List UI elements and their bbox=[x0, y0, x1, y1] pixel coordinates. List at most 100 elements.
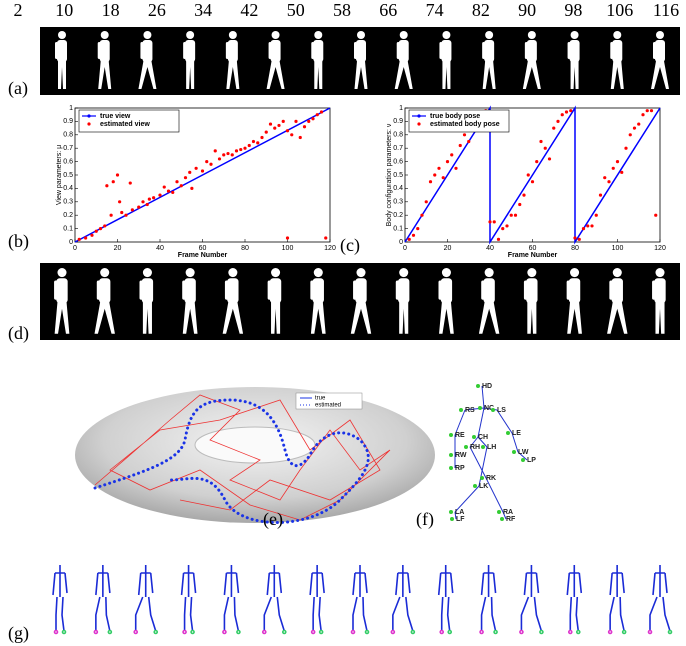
head bbox=[357, 31, 365, 39]
data-point bbox=[167, 189, 170, 192]
joint bbox=[449, 453, 453, 457]
data-point bbox=[286, 236, 289, 239]
head bbox=[314, 31, 322, 39]
head bbox=[186, 268, 195, 277]
torso bbox=[100, 40, 110, 62]
legend-label: true view bbox=[100, 113, 131, 120]
arm bbox=[226, 42, 229, 59]
frame-number: 90 bbox=[518, 0, 536, 20]
legend-swatch bbox=[87, 114, 90, 117]
x-tick-label: 80 bbox=[241, 245, 249, 252]
data-point bbox=[586, 224, 589, 227]
data-point bbox=[446, 160, 449, 163]
panel-label: (a) bbox=[8, 78, 28, 99]
stick-figure bbox=[480, 565, 497, 634]
y-tick-label: 0.3 bbox=[393, 199, 403, 206]
joint-label: LK bbox=[479, 483, 488, 490]
data-point bbox=[539, 140, 542, 143]
body bbox=[482, 565, 496, 631]
data-point bbox=[535, 160, 538, 163]
head bbox=[100, 268, 109, 277]
foot bbox=[569, 631, 572, 634]
foot bbox=[108, 631, 111, 634]
foot bbox=[237, 631, 240, 634]
legend-label: true bbox=[315, 396, 326, 402]
y-tick-label: 0.3 bbox=[63, 199, 73, 206]
joint-label: RS bbox=[465, 407, 475, 414]
head bbox=[229, 31, 237, 39]
head bbox=[442, 31, 450, 39]
data-point bbox=[544, 147, 547, 150]
arm bbox=[525, 42, 528, 59]
data-point bbox=[277, 124, 280, 127]
data-point bbox=[654, 214, 657, 217]
y-tick-label: 0.2 bbox=[393, 212, 403, 219]
arm bbox=[567, 280, 570, 299]
data-point bbox=[158, 194, 161, 197]
arm bbox=[482, 42, 485, 59]
stick-figure bbox=[352, 565, 369, 634]
head bbox=[57, 268, 66, 277]
data-point bbox=[118, 200, 121, 203]
x-tick-label: 120 bbox=[654, 245, 666, 252]
y-tick-label: 0.4 bbox=[393, 185, 403, 192]
data-point bbox=[141, 200, 144, 203]
joint bbox=[491, 408, 495, 412]
y-tick-label: 0.8 bbox=[393, 132, 403, 139]
stick-figure bbox=[310, 565, 324, 634]
x-tick-label: 40 bbox=[486, 245, 494, 252]
data-point bbox=[429, 180, 432, 183]
data-point bbox=[184, 176, 187, 179]
body bbox=[264, 565, 284, 631]
torso bbox=[483, 278, 494, 303]
data-point bbox=[146, 203, 149, 206]
data-point bbox=[316, 113, 319, 116]
data-point bbox=[188, 171, 191, 174]
legend-label: estimated view bbox=[100, 121, 150, 128]
foot bbox=[134, 631, 137, 634]
arm bbox=[139, 280, 142, 299]
arm bbox=[396, 280, 399, 299]
head bbox=[485, 268, 494, 277]
panel-label: (f) bbox=[416, 509, 434, 530]
joint bbox=[449, 466, 453, 470]
y-tick-label: 0.9 bbox=[63, 118, 73, 125]
data-point bbox=[595, 214, 598, 217]
y-tick-label: 0.9 bbox=[393, 118, 403, 125]
data-point bbox=[290, 133, 293, 136]
joint-label: LE bbox=[512, 430, 521, 437]
joint-label: LH bbox=[487, 444, 496, 451]
foot bbox=[320, 631, 323, 634]
bone bbox=[486, 478, 503, 512]
foot bbox=[577, 631, 580, 634]
x-tick-label: 120 bbox=[324, 245, 336, 252]
y-tick-label: 0.2 bbox=[63, 212, 73, 219]
data-point bbox=[105, 184, 108, 187]
y-tick-label: 0.5 bbox=[393, 172, 403, 179]
legend-swatch bbox=[417, 122, 420, 125]
data-point bbox=[561, 113, 564, 116]
legend-swatch bbox=[87, 122, 90, 125]
head bbox=[101, 31, 109, 39]
data-point bbox=[152, 196, 155, 199]
data-point bbox=[226, 152, 229, 155]
data-point bbox=[607, 180, 610, 183]
y-tick-label: 1 bbox=[69, 105, 73, 112]
arm bbox=[609, 280, 612, 299]
data-point bbox=[420, 214, 423, 217]
data-point bbox=[180, 184, 183, 187]
data-point bbox=[573, 236, 576, 239]
foot bbox=[448, 631, 451, 634]
torso bbox=[313, 40, 323, 62]
data-point bbox=[463, 133, 466, 136]
head bbox=[442, 268, 451, 277]
arm bbox=[568, 42, 571, 59]
y-tick-label: 0.5 bbox=[63, 172, 73, 179]
legend-swatch bbox=[417, 114, 420, 117]
stick-figure bbox=[520, 565, 543, 634]
data-point bbox=[171, 191, 174, 194]
y-tick-label: 0.1 bbox=[393, 225, 403, 232]
data-point bbox=[273, 127, 276, 130]
body bbox=[650, 565, 670, 631]
x-tick-label: 0 bbox=[73, 245, 77, 252]
